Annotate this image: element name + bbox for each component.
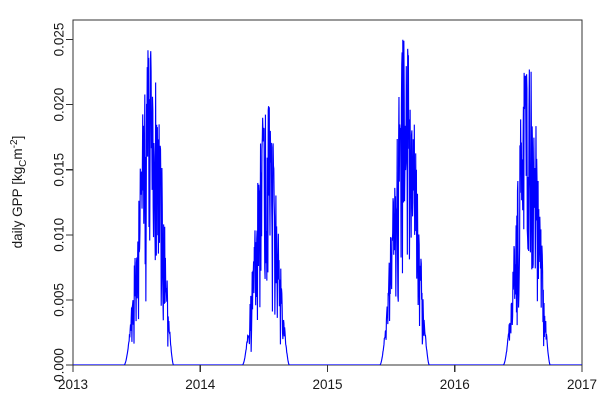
svg-text:daily GPP [kgCm-2]: daily GPP [kgCm-2]	[9, 136, 29, 249]
y-tick-label: 0.005	[52, 283, 67, 317]
series-group	[73, 39, 582, 365]
x-tick-label: 2016	[440, 377, 470, 392]
x-tick-label: 2017	[567, 377, 597, 392]
y-axis-title-superscript: -2	[9, 139, 20, 148]
y-tick-label: 0.010	[52, 218, 67, 252]
x-tick-label: 2015	[312, 377, 342, 392]
y-axis-title-tail: ]	[10, 136, 25, 140]
y-axis-title-mid: m	[10, 148, 25, 159]
x-tick-label: 2013	[58, 377, 88, 392]
y-axis-title-main: daily GPP [kg	[10, 167, 25, 249]
y-axis-ticks: 0.000 0.005 0.010 0.015 0.020 0.025	[52, 23, 73, 382]
series-line-daily-gpp	[73, 39, 582, 365]
y-tick-label: 0.000	[52, 348, 67, 382]
y-axis-title-subscript: C	[18, 160, 29, 167]
x-axis-ticks: 2013 2014 2015 2016 2017	[58, 365, 597, 392]
x-tick-label: 2014	[185, 377, 216, 392]
y-tick-label: 0.015	[52, 153, 67, 187]
y-axis-title: daily GPP [kgCm-2]	[9, 136, 29, 249]
y-tick-label: 0.020	[52, 88, 67, 122]
y-tick-label: 0.025	[52, 23, 67, 57]
